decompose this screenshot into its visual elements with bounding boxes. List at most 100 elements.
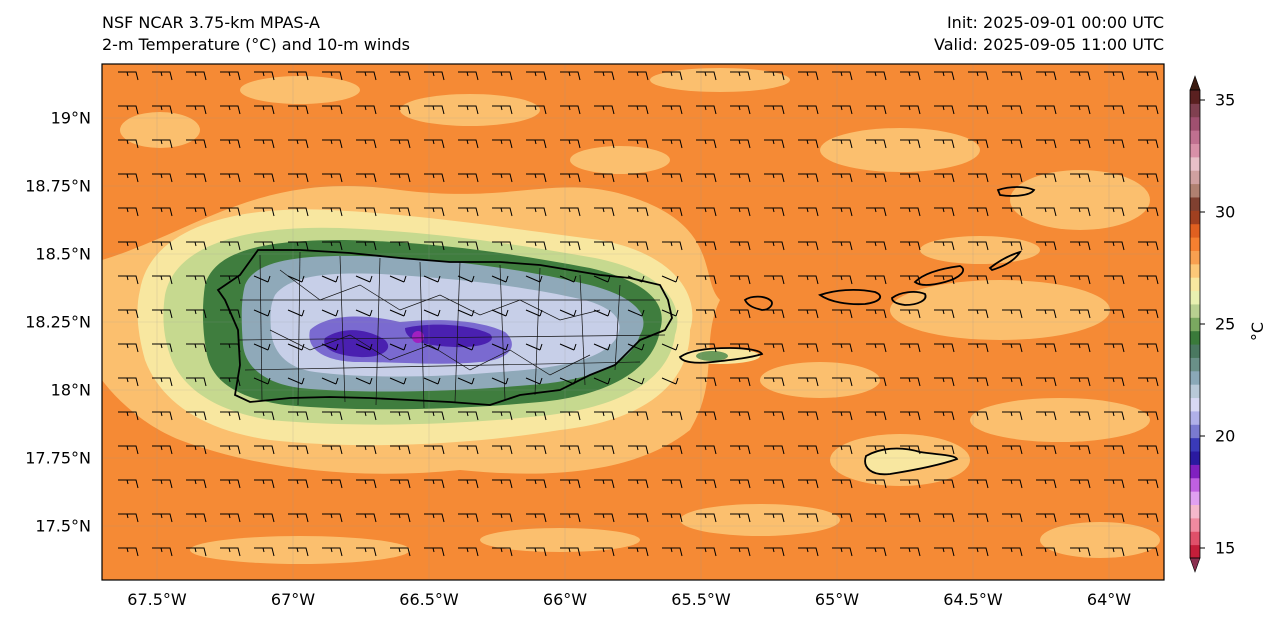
wind-barb bbox=[934, 411, 955, 421]
wind-barb bbox=[356, 445, 377, 455]
colorbar-segment bbox=[1190, 277, 1200, 292]
colorbar-segment bbox=[1190, 491, 1200, 506]
wind-barb bbox=[356, 411, 377, 421]
wind-barb bbox=[593, 309, 611, 317]
wind-barb bbox=[356, 547, 377, 557]
wind-barb bbox=[457, 377, 475, 385]
wind-barb bbox=[186, 411, 207, 421]
wind-barb bbox=[764, 479, 785, 489]
wind-barb bbox=[593, 377, 611, 385]
wind-barb bbox=[220, 445, 241, 455]
colorbar-tick: 30 bbox=[1215, 202, 1236, 222]
wind-barb bbox=[424, 71, 445, 81]
wind-barb bbox=[355, 309, 373, 317]
wind-barb bbox=[1104, 343, 1125, 353]
wind-barb bbox=[593, 343, 611, 351]
wind-barb bbox=[1036, 377, 1057, 387]
wind-barb bbox=[321, 275, 339, 283]
colorbar-segment bbox=[1190, 344, 1200, 358]
wind-barb bbox=[1138, 343, 1159, 353]
wind-barb bbox=[866, 173, 887, 183]
wind-barb bbox=[1036, 479, 1057, 489]
wind-barb bbox=[1104, 411, 1125, 421]
wind-barb bbox=[1036, 71, 1057, 81]
wind-barb bbox=[866, 105, 887, 115]
wind-barb bbox=[254, 71, 275, 81]
wind-barb bbox=[322, 547, 343, 557]
wind-barb bbox=[254, 445, 275, 455]
wind-barb bbox=[1036, 139, 1057, 149]
wind-barb bbox=[288, 71, 309, 81]
wind-barb bbox=[356, 207, 377, 217]
wind-barb bbox=[662, 547, 683, 557]
wind-barb bbox=[321, 309, 339, 317]
wind-barb bbox=[356, 105, 377, 115]
wind-barb bbox=[832, 547, 853, 557]
wind-barb bbox=[1036, 343, 1057, 353]
wind-barb bbox=[628, 479, 649, 489]
wind-barb bbox=[322, 139, 343, 149]
wind-barb bbox=[118, 377, 139, 387]
wind-barb bbox=[1138, 479, 1159, 489]
wind-barb bbox=[968, 173, 989, 183]
wind-barb bbox=[696, 241, 717, 251]
wind-barb bbox=[560, 105, 581, 115]
wind-barb bbox=[1036, 309, 1057, 319]
wind-barb bbox=[424, 139, 445, 149]
colorbar-segment bbox=[1190, 451, 1200, 465]
wind-barb bbox=[1070, 241, 1091, 251]
wind-barb bbox=[798, 139, 819, 149]
wind-barb bbox=[1070, 275, 1091, 285]
wind-barb bbox=[254, 547, 275, 557]
wind-barb bbox=[186, 275, 207, 285]
wind-barb bbox=[696, 173, 717, 183]
wind-barb bbox=[1002, 207, 1023, 217]
wind-barb bbox=[627, 309, 645, 317]
wind-barb bbox=[186, 71, 207, 81]
wind-barb bbox=[220, 411, 241, 421]
wind-barb bbox=[288, 445, 309, 455]
init-time: Init: 2025-09-01 00:00 UTC bbox=[946, 13, 1164, 32]
st-thomas-coast bbox=[818, 288, 882, 306]
wind-barb bbox=[423, 309, 441, 317]
wind-barb bbox=[1036, 105, 1057, 115]
wind-barb bbox=[1138, 377, 1159, 387]
wind-barb bbox=[186, 105, 207, 115]
wind-barb bbox=[1104, 547, 1125, 557]
title-left: NSF NCAR 3.75-km MPAS-A 2-m Temperature … bbox=[102, 12, 410, 56]
wind-barb bbox=[186, 309, 207, 319]
wind-barb bbox=[968, 547, 989, 557]
wind-barb bbox=[220, 241, 241, 251]
wind-barb bbox=[696, 207, 717, 217]
wind-barb bbox=[118, 547, 139, 557]
wind-barb bbox=[1104, 105, 1125, 115]
wind-barb bbox=[696, 411, 717, 421]
wind-barb bbox=[866, 139, 887, 149]
wind-barb bbox=[764, 377, 785, 387]
wind-barb bbox=[152, 309, 173, 319]
wind-barb bbox=[798, 513, 819, 523]
colorbar-segment bbox=[1190, 357, 1200, 372]
wind-barb bbox=[1002, 309, 1023, 319]
wind-barb bbox=[492, 241, 513, 251]
wind-barb bbox=[152, 139, 173, 149]
wind-barb bbox=[832, 343, 853, 353]
wind-barb bbox=[900, 173, 921, 183]
wind-barb bbox=[1002, 275, 1023, 285]
wind-barb bbox=[254, 173, 275, 183]
wind-barb bbox=[798, 275, 819, 285]
wind-barb bbox=[356, 513, 377, 523]
wind-barb bbox=[628, 207, 649, 217]
wind-barb bbox=[152, 105, 173, 115]
wind-barb bbox=[253, 309, 271, 317]
wind-barb bbox=[322, 241, 343, 251]
colorbar bbox=[1189, 75, 1205, 573]
wind-barb bbox=[152, 241, 173, 251]
wind-barb bbox=[730, 275, 751, 285]
wind-barb bbox=[1138, 445, 1159, 455]
wind-barb bbox=[730, 207, 751, 217]
wind-barb bbox=[492, 479, 513, 489]
wind-barb bbox=[457, 309, 475, 317]
wind-barb bbox=[662, 173, 683, 183]
wind-barb bbox=[424, 105, 445, 115]
